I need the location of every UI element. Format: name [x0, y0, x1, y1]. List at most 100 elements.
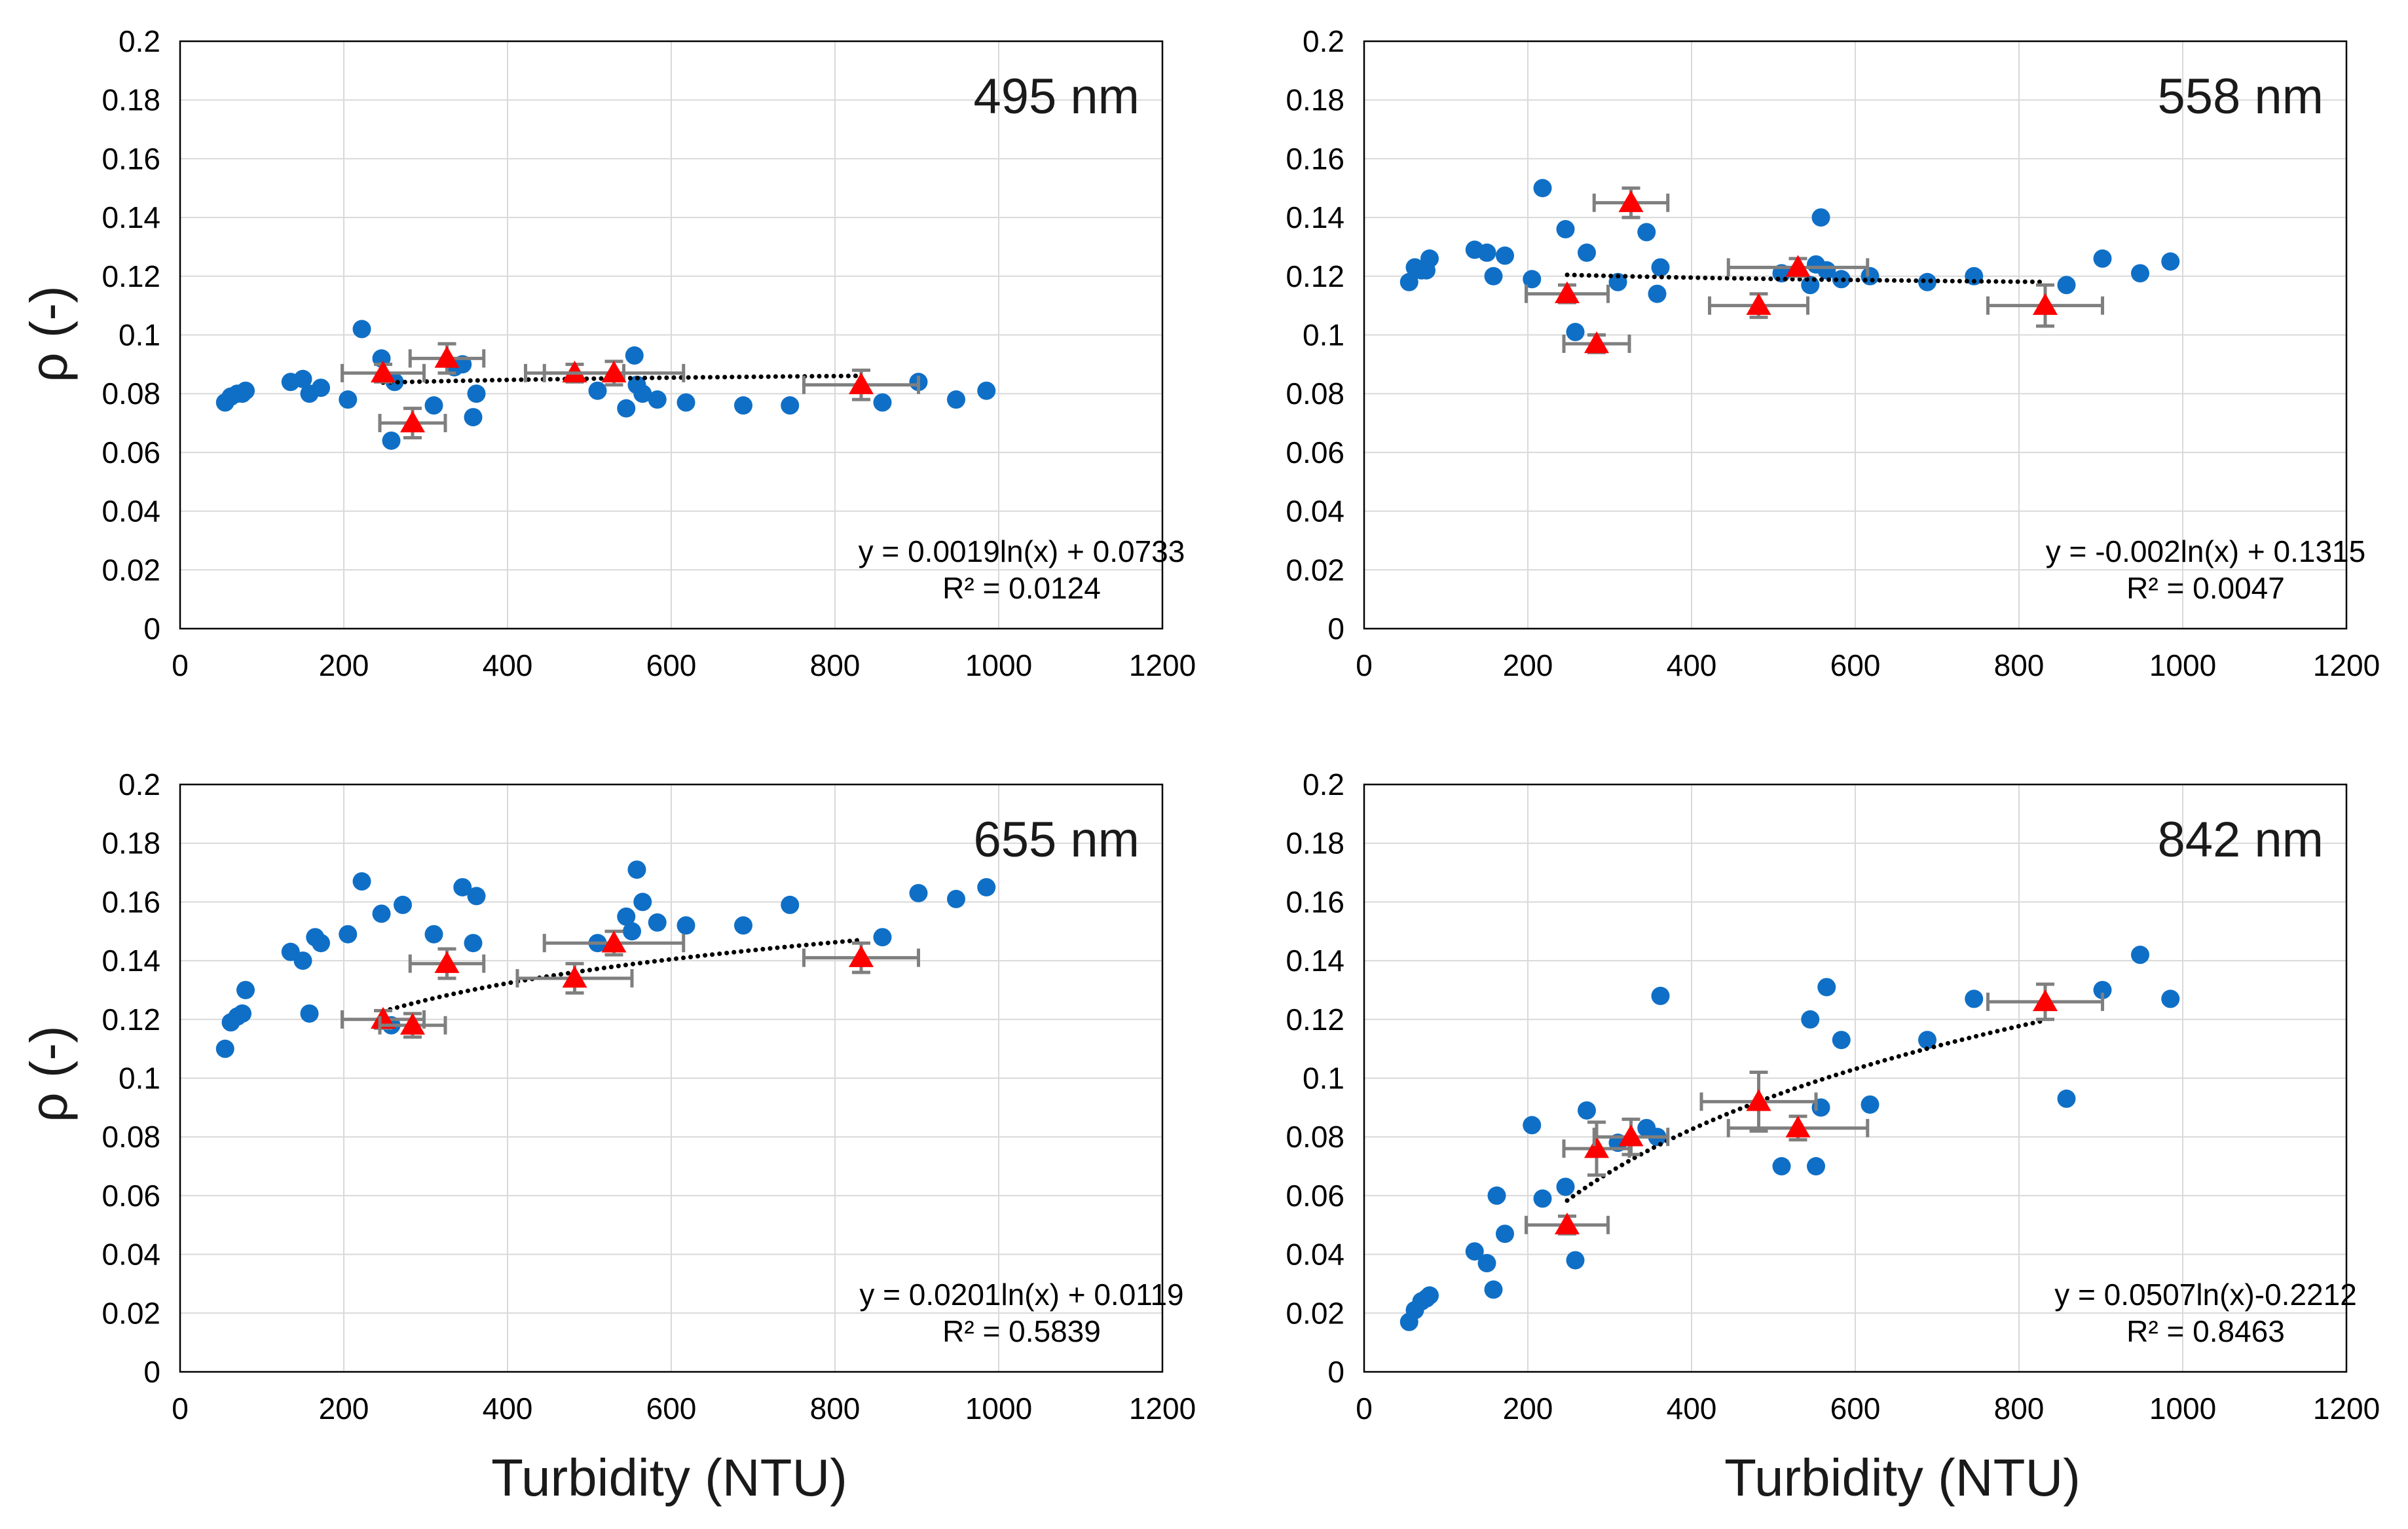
measured-point: [1965, 267, 1984, 286]
measured-point: [293, 369, 312, 388]
measured-point: [623, 922, 641, 941]
measured-point: [1496, 246, 1514, 265]
x-tick-label: 1200: [2313, 1391, 2380, 1426]
y-tick-label: 0.08: [1286, 377, 1344, 411]
measured-point: [1533, 179, 1552, 198]
mean-point: [434, 346, 460, 368]
mean-point: [1746, 293, 1771, 315]
measured-point: [1918, 1031, 1936, 1050]
measured-point: [781, 895, 800, 914]
measured-point: [1807, 1157, 1825, 1176]
y-tick-label: 0.1: [1303, 1061, 1344, 1096]
y-tick-label: 0.18: [102, 83, 160, 117]
mean-point: [1555, 281, 1580, 303]
measured-point: [339, 390, 358, 409]
plot-area-border: [1363, 40, 2348, 630]
mean-point: [601, 360, 627, 383]
measured-point: [781, 396, 800, 415]
measured-point: [464, 934, 483, 953]
mean-point: [849, 372, 874, 394]
plot-area-border: [1363, 783, 2348, 1373]
mean-point: [371, 1006, 396, 1029]
y-tick-label: 0.02: [1286, 553, 1344, 587]
measured-point: [2161, 252, 2180, 271]
measured-point: [1566, 1251, 1585, 1270]
measured-point: [633, 893, 652, 912]
measured-point: [1861, 1095, 1880, 1114]
measured-point: [1399, 272, 1418, 291]
measured-point: [1477, 243, 1496, 262]
measured-point: [236, 980, 255, 999]
mean-point: [1555, 1212, 1580, 1234]
trend-equation: y = -0.002ln(x) + 0.1315: [2046, 534, 2365, 568]
measured-point: [2057, 1089, 2076, 1108]
measured-point: [1533, 1189, 1552, 1208]
trend-equation: y = 0.0201ln(x) + 0.0119: [859, 1278, 1183, 1312]
measured-point: [2131, 946, 2149, 965]
x-tick-label: 200: [319, 1391, 369, 1426]
measured-point: [947, 390, 965, 409]
measured-point: [1420, 1286, 1439, 1305]
x-tick-label: 200: [1503, 648, 1553, 682]
y-tick-label: 0.18: [1286, 826, 1344, 860]
measured-point: [1965, 989, 1984, 1008]
y-tick-label: 0.04: [102, 494, 160, 528]
measured-point: [1811, 208, 1830, 227]
y-tick-label: 0.18: [102, 826, 160, 860]
x-tick-label: 800: [1994, 648, 2045, 682]
measured-point: [1648, 284, 1667, 303]
measured-point: [1801, 276, 1820, 295]
measured-point: [394, 895, 412, 914]
panel-title: 558 nm: [2158, 69, 2324, 124]
y-tick-label: 0.04: [1286, 1238, 1344, 1272]
x-tick-label: 200: [319, 648, 369, 682]
trend-line: [1565, 272, 2046, 284]
trend-r2: R² = 0.0047: [2126, 571, 2285, 605]
measured-point: [1420, 249, 1439, 268]
trend-r2: R² = 0.5839: [942, 1314, 1101, 1348]
x-axis-title-left: Turbidity (NTU): [491, 1448, 847, 1507]
x-tick-label: 1000: [2149, 648, 2216, 682]
measured-point: [676, 393, 695, 412]
measured-point: [625, 346, 644, 365]
x-tick-label: 1000: [965, 648, 1032, 682]
x-tick-label: 1000: [2149, 1391, 2216, 1426]
measured-point: [1817, 978, 1836, 997]
y-tick-label: 0.02: [1286, 1296, 1344, 1330]
x-tick-label: 0: [1356, 648, 1373, 682]
measured-point: [467, 384, 486, 403]
y-tick-label: 0.16: [1286, 141, 1344, 175]
measured-point: [1608, 272, 1627, 291]
panel-title: 842 nm: [2158, 812, 2324, 868]
x-tick-label: 200: [1503, 1391, 1553, 1426]
x-tick-label: 0: [172, 648, 189, 682]
x-tick-label: 600: [1830, 648, 1881, 682]
measured-point: [1578, 1101, 1596, 1120]
measured-point: [339, 925, 358, 944]
x-tick-label: 800: [810, 1391, 861, 1426]
y-tick-label: 0.06: [1286, 1179, 1344, 1213]
trend-line: [1565, 1018, 2046, 1203]
x-tick-label: 1200: [2313, 648, 2380, 682]
x-tick-label: 1200: [1129, 648, 1196, 682]
measured-point: [2161, 989, 2180, 1008]
y-tick-label: 0.12: [102, 259, 160, 293]
y-axis-title-top: ρ (-): [20, 286, 78, 382]
y-tick-label: 0: [1327, 612, 1344, 646]
plot-area-border: [179, 40, 1164, 630]
y-tick-label: 0: [143, 1355, 160, 1389]
measured-point: [1484, 1280, 1503, 1299]
measured-point: [293, 951, 312, 970]
x-axis-title-right: Turbidity (NTU): [1724, 1448, 2081, 1507]
measured-point: [1523, 1116, 1542, 1135]
y-tick-label: 0: [143, 612, 160, 646]
mean-point: [849, 945, 874, 967]
x-tick-label: 400: [1667, 1391, 1717, 1426]
chart-panel-3: 0 200 400 600 800 1000 1200 0 0.02 0.04 0.06 0.08 0.…: [102, 767, 1196, 1426]
y-tick-label: 0.06: [102, 1179, 160, 1213]
mean-point: [1618, 190, 1644, 212]
mean-point: [400, 1012, 425, 1035]
measured-point: [734, 396, 752, 415]
measured-point: [424, 396, 443, 415]
chart-panel-4: 0 200 400 600 800 1000 1200 0 0.02 0.04 0.06 0.08 0.…: [1286, 767, 2380, 1426]
